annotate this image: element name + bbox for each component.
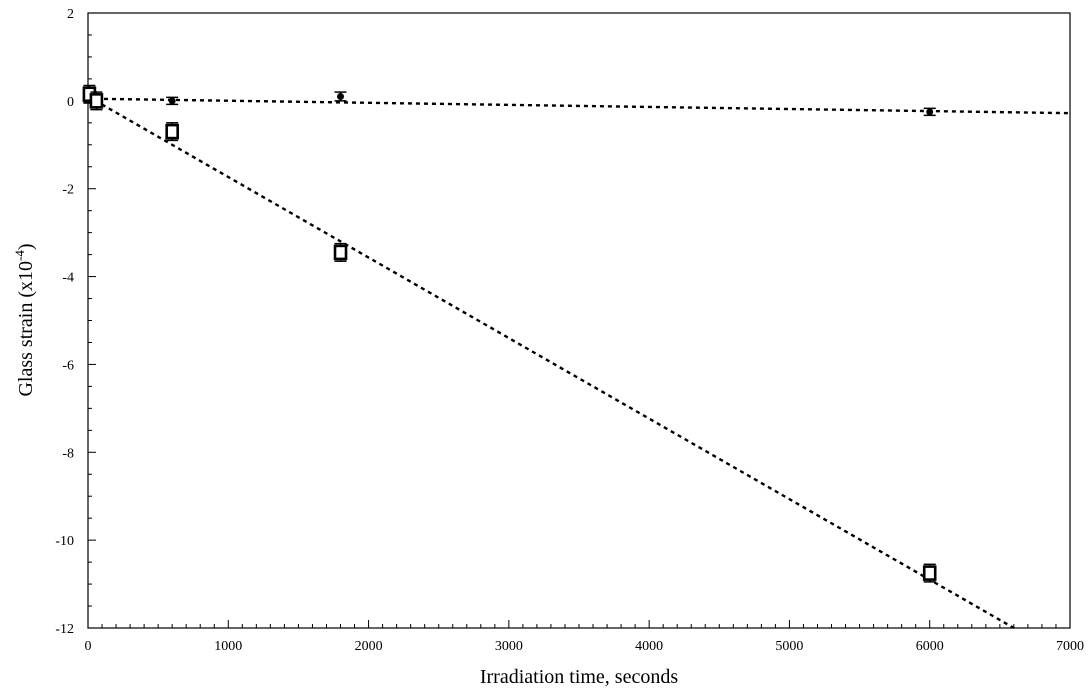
y-tick-label: -6 [62, 358, 74, 373]
x-axis-title: Irradiation time, seconds [480, 666, 678, 688]
y-axis-title: Glass strain (x10-4) [12, 243, 37, 396]
data-point-square [89, 93, 104, 109]
x-tick-label: 6000 [916, 639, 944, 654]
y-axis-title-suffix: ) [15, 243, 37, 250]
trendline-series-1 [87, 97, 1071, 115]
data-point-square [333, 244, 348, 261]
y-tick-label: 0 [67, 95, 74, 110]
data-point-square [922, 565, 937, 581]
x-tick-label: 0 [85, 639, 92, 654]
y-tick-label: 2 [67, 7, 74, 22]
tick-labels: 0 1000 2000 3000 4000 5000 6000 7000 2 0 -2 -4 -6 -8 -… [55, 7, 1084, 654]
y-tick-label: -12 [55, 622, 74, 637]
data-point-dot [337, 92, 345, 100]
data-point-dot [168, 97, 176, 105]
trendlines [87, 95, 1071, 630]
x-tick-label: 4000 [635, 639, 663, 654]
x-tick-label: 1000 [214, 639, 242, 654]
x-tick-label: 7000 [1056, 639, 1084, 654]
x-tick-label: 3000 [495, 639, 523, 654]
x-tick-label: 2000 [355, 639, 383, 654]
data-point-square [165, 123, 179, 140]
y-axis-title-exponent: -4 [12, 250, 27, 261]
data-marks [82, 84, 937, 583]
x-tick-label: 5000 [775, 639, 803, 654]
axis-ticks [87, 12, 1071, 629]
y-tick-label: -8 [62, 446, 74, 461]
y-axis-title-main: Glass strain (x10 [15, 261, 37, 397]
y-tick-label: -10 [55, 534, 74, 549]
y-tick-label: -4 [62, 271, 74, 286]
trendline-series-2 [87, 95, 1015, 630]
data-point-dot [926, 108, 934, 116]
y-tick-label: -2 [62, 183, 74, 198]
plot-area [87, 12, 1071, 629]
